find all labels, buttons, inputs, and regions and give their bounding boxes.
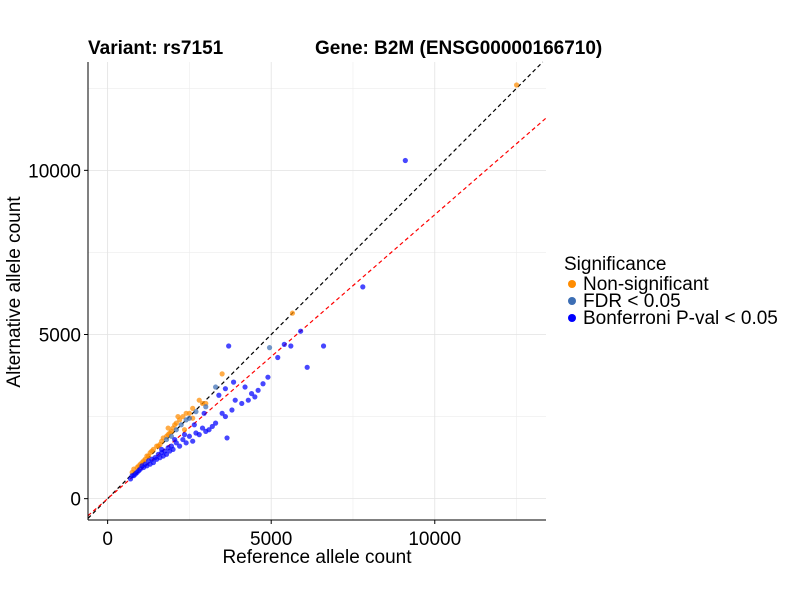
data-point-bonferroni-p-val-0-05 (222, 386, 228, 392)
data-point-non-significant (181, 427, 188, 433)
data-points (127, 82, 520, 482)
data-point-fdr-0-05 (178, 422, 184, 428)
data-point-non-significant (196, 397, 202, 403)
data-point-bonferroni-p-val-0-05 (190, 438, 196, 444)
data-point-bonferroni-p-val-0-05 (252, 394, 258, 400)
legend-title: Significance (564, 254, 666, 275)
data-point-bonferroni-p-val-0-05 (203, 428, 209, 434)
identity-reference-line (87, 61, 544, 519)
data-point-non-significant (180, 413, 186, 420)
data-point-non-significant (165, 425, 171, 431)
data-point-bonferroni-p-val-0-05 (248, 390, 255, 397)
data-point-bonferroni-p-val-0-05 (186, 433, 193, 439)
data-point-bonferroni-p-val-0-05 (402, 157, 408, 164)
data-point-bonferroni-p-val-0-05 (177, 443, 183, 449)
data-point-bonferroni-p-val-0-05 (229, 407, 235, 413)
data-point-bonferroni-p-val-0-05 (209, 423, 215, 430)
data-point-non-significant (219, 371, 225, 377)
data-point-bonferroni-p-val-0-05 (226, 343, 232, 349)
x-tick-label: 5000 (250, 529, 292, 550)
data-point-bonferroni-p-val-0-05 (232, 397, 238, 403)
data-point-bonferroni-p-val-0-05 (180, 436, 186, 443)
data-point-bonferroni-p-val-0-05 (127, 476, 134, 482)
chart-title-gene: Gene: B2M (ENSG00000166710) (315, 38, 602, 59)
data-point-bonferroni-p-val-0-05 (183, 440, 189, 446)
data-point-bonferroni-p-val-0-05 (216, 392, 222, 398)
legend-label: Bonferroni P-val < 0.05 (583, 308, 778, 329)
data-point-bonferroni-p-val-0-05 (181, 432, 188, 438)
legend-label: Non-significant (583, 274, 709, 295)
data-point-bonferroni-p-val-0-05 (199, 425, 206, 431)
data-point-fdr-0-05 (193, 409, 199, 415)
axes (87, 62, 546, 521)
data-point-fdr-0-05 (203, 404, 209, 410)
data-point-bonferroni-p-val-0-05 (288, 343, 294, 349)
data-point-bonferroni-p-val-0-05 (245, 397, 251, 403)
legend-label: FDR < 0.05 (583, 291, 681, 312)
data-point-bonferroni-p-val-0-05 (219, 410, 225, 416)
data-point-bonferroni-p-val-0-05 (255, 387, 261, 393)
data-point-non-significant (289, 310, 296, 316)
tick-labels: 0 5000 10000 0 5000 10000 (28, 161, 461, 550)
y-tick-label: 5000 (39, 326, 81, 347)
data-point-bonferroni-p-val-0-05 (260, 381, 266, 387)
grid (88, 62, 546, 520)
data-point-bonferroni-p-val-0-05 (239, 400, 245, 407)
data-point-bonferroni-p-val-0-05 (224, 435, 230, 441)
data-point-bonferroni-p-val-0-05 (191, 422, 197, 428)
data-point-bonferroni-p-val-0-05 (172, 436, 178, 443)
data-point-bonferroni-p-val-0-05 (242, 384, 248, 390)
data-point-bonferroni-p-val-0-05 (212, 420, 219, 426)
legend-swatch (568, 280, 576, 288)
data-point-bonferroni-p-val-0-05 (165, 445, 171, 451)
data-point-fdr-0-05 (163, 436, 170, 443)
data-point-fdr-0-05 (266, 345, 273, 351)
data-point-bonferroni-p-val-0-05 (320, 343, 327, 349)
y-tick-label: 0 (70, 490, 81, 511)
data-point-non-significant (190, 405, 196, 411)
data-point-non-significant (183, 410, 189, 416)
data-point-non-significant (175, 413, 181, 420)
data-point-bonferroni-p-val-0-05 (145, 458, 152, 464)
x-axis-title: Reference allele count (222, 547, 412, 568)
legend-swatch (568, 297, 576, 305)
data-point-bonferroni-p-val-0-05 (230, 379, 237, 385)
x-tick-label: 10000 (408, 529, 461, 550)
data-point-fdr-0-05 (212, 384, 219, 390)
data-point-non-significant (513, 82, 520, 88)
data-point-bonferroni-p-val-0-05 (222, 413, 228, 420)
data-point-bonferroni-p-val-0-05 (304, 364, 310, 370)
data-point-non-significant (154, 443, 160, 449)
y-tick-label: 10000 (28, 161, 81, 182)
data-point-fdr-0-05 (183, 417, 189, 423)
chart-title-variant: Variant: rs7151 (88, 38, 224, 59)
y-axis-title: Alternative allele count (4, 196, 25, 388)
data-point-bonferroni-p-val-0-05 (193, 430, 199, 436)
data-point-bonferroni-p-val-0-05 (281, 341, 287, 347)
data-point-fdr-0-05 (173, 427, 179, 433)
data-point-bonferroni-p-val-0-05 (265, 374, 271, 380)
x-tick-label: 0 (102, 529, 113, 550)
data-point-bonferroni-p-val-0-05 (201, 410, 207, 416)
legend-swatch (568, 314, 576, 322)
data-point-bonferroni-p-val-0-05 (298, 328, 304, 334)
data-point-fdr-0-05 (168, 433, 175, 439)
data-point-bonferroni-p-val-0-05 (360, 284, 366, 290)
data-point-bonferroni-p-val-0-05 (159, 446, 165, 453)
data-point-bonferroni-p-val-0-05 (275, 354, 281, 361)
reference-lines (87, 61, 547, 519)
data-point-bonferroni-p-val-0-05 (155, 451, 161, 457)
